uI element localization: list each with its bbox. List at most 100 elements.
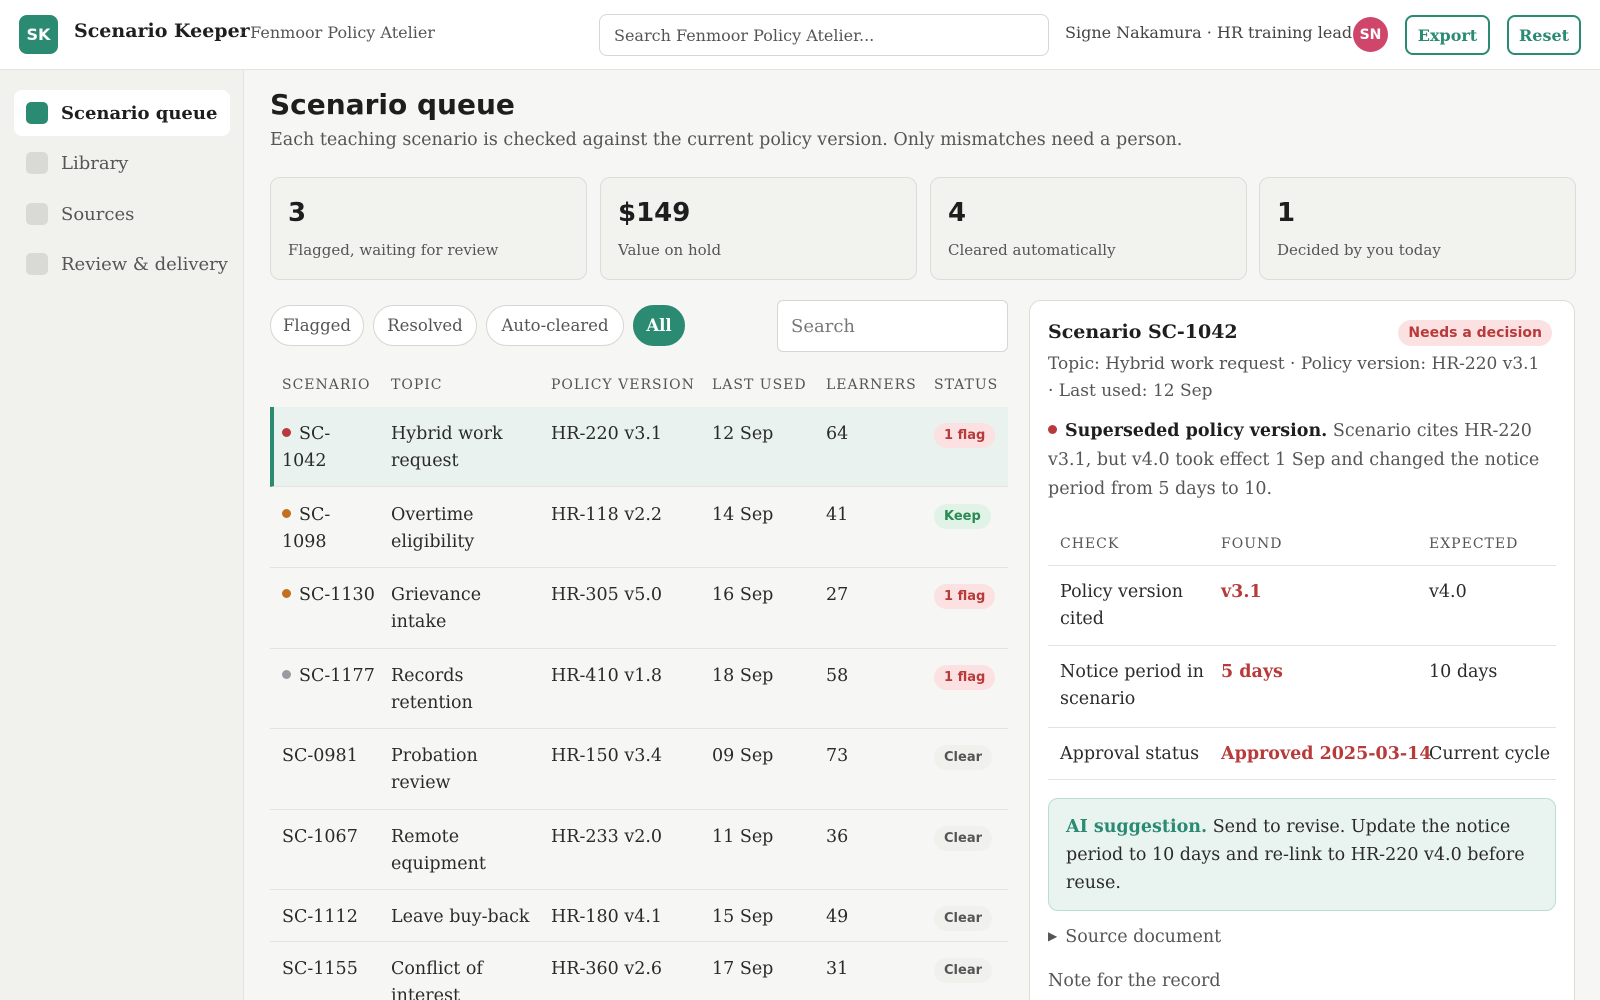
sidebar-item-review-delivery[interactable]: Review & delivery [14,241,230,287]
cell-topic: Remote equipment [391,824,486,878]
top-bar: SK Scenario Keeper · Fenmoor Policy Atel… [0,0,1600,70]
stat-card-cleared: 4 Cleared automatically [930,177,1247,280]
column-header-learners[interactable]: LEARNERS [826,377,917,393]
nav-square-icon [26,203,48,225]
status-badge: Needs a decision [1398,320,1552,346]
sidebar-item-label: Review & delivery [61,254,228,275]
column-header-scenario[interactable]: SCENARIO [282,377,370,393]
table-search-input[interactable]: Search [777,300,1008,352]
check-header-check: CHECK [1060,536,1119,552]
check-found: Approved 2025-03-14 [1221,741,1432,768]
scenario-detail-panel: Scenario SC-1042 Needs a decision Topic:… [1029,300,1575,1000]
cell-topic: Conflict of interest [391,956,483,1000]
cell-last-used: 09 Sep [712,743,773,770]
check-expected: 10 days [1429,659,1497,686]
cell-scenario-id: SC- 1098 [282,502,330,556]
cell-learners: 73 [826,743,848,770]
status-dot-icon [282,589,291,598]
cell-learners: 27 [826,582,848,609]
cell-topic: Overtime eligibility [391,502,474,556]
cell-last-used: 18 Sep [712,663,773,690]
detail-issue: Superseded policy version. Scenario cite… [1048,417,1548,504]
filter-chip-all[interactable]: All [633,305,685,346]
scenario-id-text: SC-1177 [299,666,375,686]
avatar[interactable]: SN [1353,17,1388,52]
cell-scenario-id: SC- 1042 [282,421,330,475]
cell-scenario-id: SC-1112 [282,904,358,931]
scenario-id-text: SC-1130 [299,585,375,605]
export-button[interactable]: Export [1405,15,1490,55]
cell-scenario-id: SC-1177 [282,663,375,690]
status-badge: 1 flag [934,665,995,690]
check-name: Approval status [1060,741,1199,768]
status-dot-icon [282,670,291,679]
table-row[interactable]: SC-1067 Remote equipment HR-233 v2.0 11 Sep… [270,810,1008,890]
cell-scenario-id: SC-0981 [282,743,358,770]
column-header-status[interactable]: STATUS [934,377,998,393]
check-header-found: FOUND [1221,536,1282,552]
column-header-topic[interactable]: TOPIC [391,377,442,393]
check-found: v3.1 [1221,579,1262,606]
column-header-last-used[interactable]: LAST USED [712,377,807,393]
status-badge: 1 flag [934,584,995,609]
table-row[interactable]: SC-0981 Probation review HR-150 v3.4 09 Sep… [270,729,1008,810]
cell-topic: Records retention [391,663,473,717]
check-row: Approval status Approved 2025-03-14 Curren… [1048,728,1556,780]
cell-last-used: 17 Sep [712,956,773,983]
sidebar-item-sources[interactable]: Sources [14,191,230,237]
check-row: Notice period in scenario 5 days 10 days [1048,646,1556,728]
cell-learners: 49 [826,904,848,931]
check-expected: v4.0 [1429,579,1467,606]
table-row[interactable]: SC- 1098 Overtime eligibility HR-118 v2.2 1… [270,488,1008,568]
check-row: Policy version cited v3.1 v4.0 [1048,565,1556,646]
status-badge: 1 flag [934,423,995,448]
filter-chip-flagged[interactable]: Flagged [270,305,364,346]
stat-value: $149 [618,198,690,228]
cell-scenario-id: SC-1155 [282,956,358,983]
status-badge: Keep [934,504,991,529]
cell-last-used: 11 Sep [712,824,773,851]
global-search-input[interactable]: Search Fenmoor Policy Atelier... [599,14,1049,56]
stat-card-value-on-hold: $149 Value on hold [600,177,917,280]
cell-last-used: 16 Sep [712,582,773,609]
cell-scenario-id: SC-1067 [282,824,358,851]
source-document-label: Source document [1065,927,1221,947]
stat-label: Value on hold [618,241,721,259]
cell-learners: 31 [826,956,848,983]
disclosure-triangle-icon: ▶ [1048,929,1057,943]
cell-topic: Leave buy-back [391,904,530,931]
table-row[interactable]: SC-1155 Conflict of interest HR-360 v2.6 17… [270,942,1008,1000]
table-row[interactable]: SC- 1042 Hybrid work request HR-220 v3.1 12… [270,407,1008,487]
sidebar-item-scenario-queue[interactable]: Scenario queue [14,90,230,136]
table-row[interactable]: SC-1177 Records retention HR-410 v1.8 18 Se… [270,649,1008,729]
table-row[interactable]: SC-1130 Grievance intake HR-305 v5.0 16 Sep… [270,568,1008,649]
reset-button[interactable]: Reset [1507,15,1581,55]
app-logo: SK [19,15,58,54]
status-badge: Clear [934,745,992,770]
cell-policy-version: HR-410 v1.8 [551,663,662,690]
cell-policy-version: HR-150 v3.4 [551,743,662,770]
filter-chip-resolved[interactable]: Resolved [373,305,477,346]
check-name: Policy version cited [1060,579,1183,633]
issue-title: Superseded policy version. [1065,421,1327,441]
filter-chip-auto-cleared[interactable]: Auto-cleared [486,305,624,346]
status-dot-icon [282,428,291,437]
check-found: 5 days [1221,659,1283,686]
table-row[interactable]: SC-1112 Leave buy-back HR-180 v4.1 15 Sep 49… [270,890,1008,942]
sidebar-item-library[interactable]: Library [14,140,230,186]
stat-card-flagged: 3 Flagged, waiting for review [270,177,587,280]
sidebar: Scenario queue Library Sources Review & … [0,70,244,1000]
cell-policy-version: HR-180 v4.1 [551,904,662,931]
cell-policy-version: HR-220 v3.1 [551,421,662,448]
column-header-policy-version[interactable]: POLICY VERSION [551,377,695,393]
stat-card-decided: 1 Decided by you today [1259,177,1576,280]
status-badge: Clear [934,906,992,931]
source-document-toggle[interactable]: ▶ Source document [1048,927,1221,947]
page-title: Scenario queue [270,88,515,121]
status-badge: Clear [934,826,992,851]
sidebar-item-label: Scenario queue [61,103,217,124]
detail-meta: Topic: Hybrid work request · Policy vers… [1048,351,1548,405]
cell-last-used: 14 Sep [712,502,773,529]
cell-last-used: 12 Sep [712,421,773,448]
cell-policy-version: HR-360 v2.6 [551,956,662,983]
